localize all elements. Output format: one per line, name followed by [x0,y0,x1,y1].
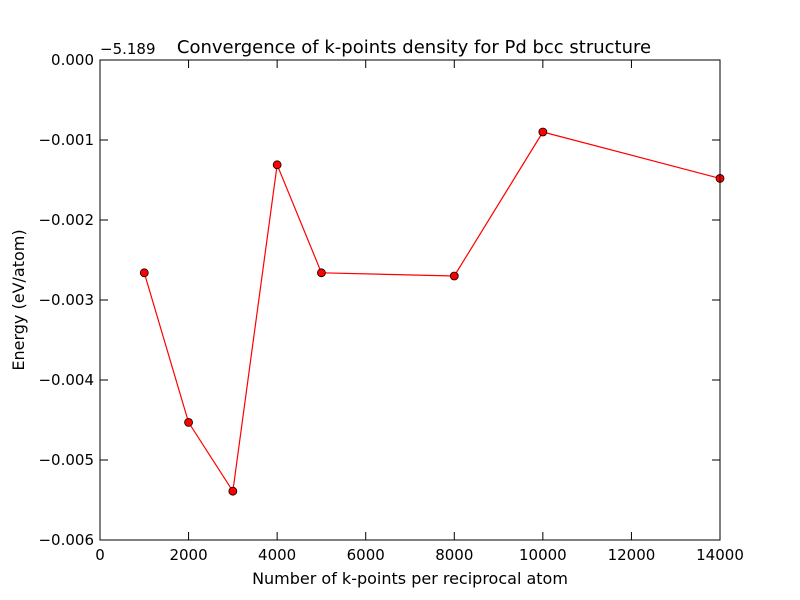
x-tick-label: 10000 [519,546,567,564]
x-tick-label: 2000 [169,546,207,564]
y-tick-label: −0.006 [38,531,94,549]
x-tick-label: 6000 [347,546,385,564]
tick-labels-layer: 0 2000 4000 6000 8000 10000 12000 14000 0.000 −0.… [38,51,743,564]
x-tick-label: 12000 [608,546,656,564]
y-tick-label: −0.005 [38,451,94,469]
x-tick-label: 8000 [435,546,473,564]
y-tick-label: −0.001 [38,131,94,149]
series-line [143,131,721,493]
data-point [538,127,548,137]
ticks-layer [99,59,721,541]
y-tick-label: −0.004 [38,371,94,389]
x-axis-label: Number of k-points per reciprocal atom [252,569,568,588]
chart-title: Convergence of k-points density for Pd b… [177,37,651,58]
x-tick-label: 14000 [696,546,744,564]
x-tick-label: 4000 [258,546,296,564]
data-point [272,160,282,170]
y-tick-label: 0.000 [51,51,94,69]
data-point [228,486,238,496]
plot-frame [99,59,721,541]
y-offset-label: −5.189 [100,40,156,58]
y-axis-label: Energy (eV/atom) [9,229,28,370]
data-point [184,417,193,427]
data-point [139,268,149,278]
data-point [317,268,326,278]
series-layer [139,127,725,496]
data-point [449,271,459,281]
y-tick-label: −0.003 [38,291,94,309]
y-tick-label: −0.002 [38,211,94,229]
x-tick-label: 0 [95,546,105,564]
